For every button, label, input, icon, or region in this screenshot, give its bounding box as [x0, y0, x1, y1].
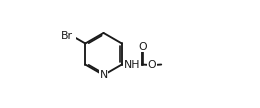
Text: O: O — [148, 60, 157, 70]
Text: NH: NH — [124, 60, 140, 70]
Text: Br: Br — [61, 31, 73, 41]
Text: O: O — [139, 42, 147, 52]
Text: N: N — [99, 70, 108, 80]
